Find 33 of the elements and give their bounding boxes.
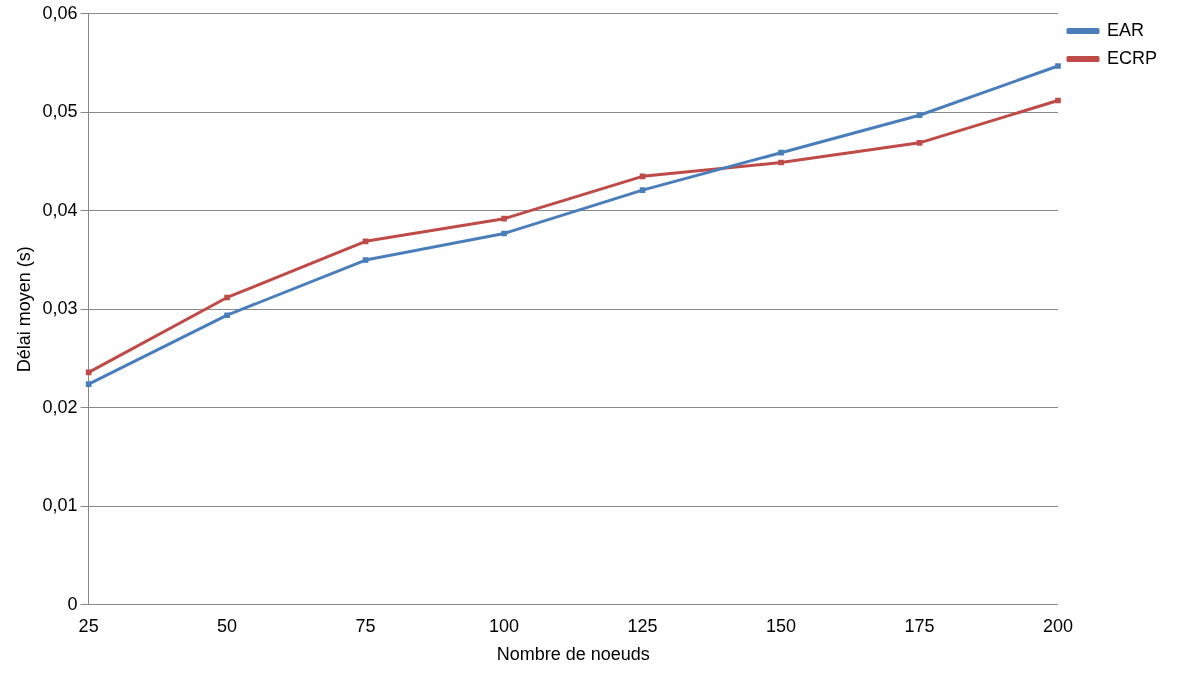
point — [639, 173, 646, 180]
point — [778, 159, 784, 166]
point — [85, 381, 92, 387]
point — [501, 230, 507, 237]
x-tick-label: 150 — [766, 615, 797, 636]
y-tick-label: 0,05 — [42, 101, 78, 122]
point — [916, 112, 923, 119]
x-tick-label: 125 — [627, 615, 658, 636]
point — [224, 312, 230, 319]
x-tick-label: 50 — [217, 615, 238, 636]
point — [1055, 97, 1061, 104]
point — [1055, 63, 1061, 69]
x-axis-title: Nombre de noeuds — [496, 644, 650, 665]
y-tick-label: 0,04 — [42, 199, 78, 220]
x-tick-label: 25 — [78, 615, 99, 636]
y-tick-label: 0,03 — [42, 298, 78, 319]
legend-label: EAR — [1106, 19, 1145, 40]
y-tick-label: 0,01 — [42, 495, 78, 516]
y-axis-title: Délai moyen (s) — [13, 246, 34, 373]
point — [362, 257, 369, 263]
x-tick-label: 200 — [1042, 615, 1074, 636]
x-tick-label: 75 — [355, 615, 376, 636]
y-tick-label: 0 — [67, 593, 78, 614]
point — [916, 140, 923, 146]
y-tick-label: 0,02 — [42, 396, 78, 417]
point — [778, 149, 784, 156]
y-tick-label: 0,06 — [42, 2, 78, 23]
point — [639, 187, 646, 193]
x-tick-label: 100 — [489, 615, 520, 636]
x-tick-label: 175 — [904, 615, 935, 636]
legend-label: ECRP — [1106, 47, 1158, 68]
point — [224, 294, 230, 301]
point — [501, 215, 507, 222]
